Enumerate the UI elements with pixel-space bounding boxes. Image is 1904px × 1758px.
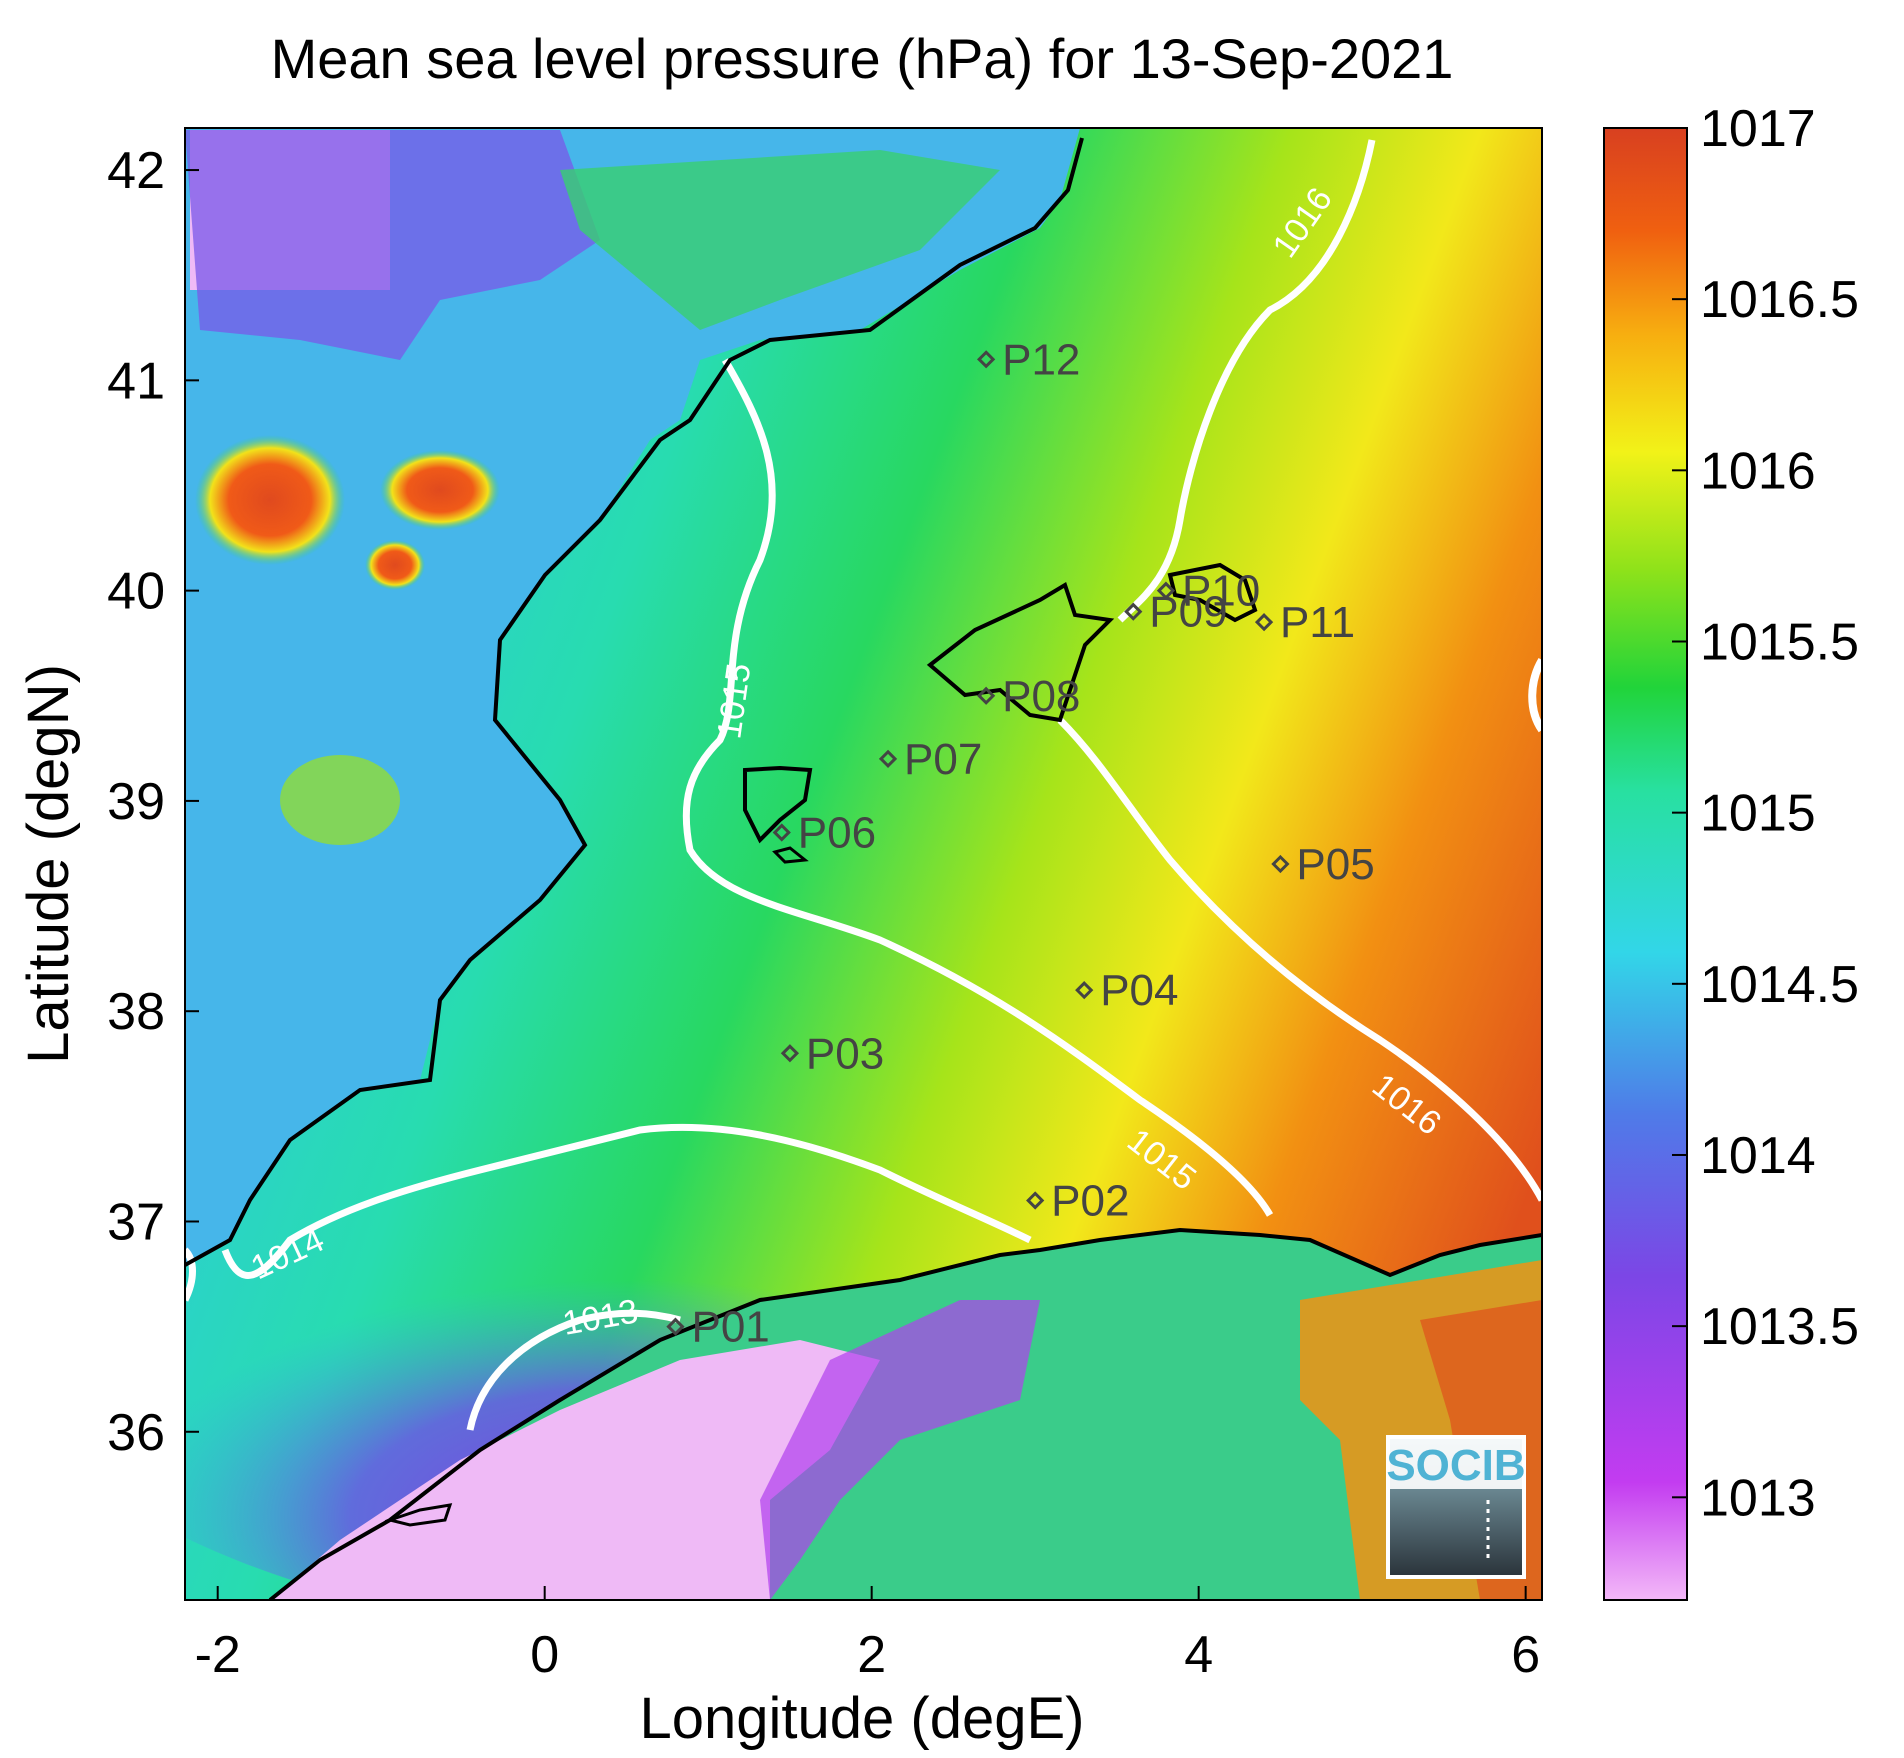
station-marker [976, 686, 996, 705]
iberia-green-patch [560, 150, 1000, 330]
y-axis-title: Latitude (degN) [16, 664, 81, 1064]
coastline-menorca [1167, 562, 1258, 623]
station-marker [878, 749, 898, 768]
high-spot-west [195, 435, 345, 565]
station-marker [1156, 581, 1176, 600]
x-tick-label: 0 [530, 1626, 559, 1684]
station-label: P08 [1002, 672, 1080, 721]
isobar-1016 [1117, 139, 1376, 623]
y-tick-label: 42 [107, 142, 165, 200]
africa-pink-low [270, 1340, 880, 1600]
station-marker [1124, 602, 1143, 621]
y-tick-label: 39 [107, 773, 165, 831]
y-tick-label: 40 [107, 563, 165, 621]
station-marker [976, 350, 996, 369]
colorbar-tick-label: 1016.5 [1700, 271, 1859, 329]
iberia-purple-patch [185, 130, 600, 360]
y-tick-label: 41 [107, 352, 165, 410]
green-blob [280, 755, 400, 845]
station-marker [1026, 1191, 1045, 1210]
y-tick-label: 37 [107, 1193, 165, 1251]
isobar-1014-sw [185, 1247, 196, 1302]
station-label: P07 [904, 735, 982, 784]
y-tick-label: 36 [107, 1404, 165, 1462]
colorbar-tick-label: 1016 [1700, 442, 1816, 500]
isobar-1013 [466, 1309, 681, 1431]
coastline-formentera [772, 846, 809, 864]
isobar-1015-west [682, 358, 1274, 1217]
station-p07: P07 [878, 735, 982, 784]
x-tick-label: -2 [195, 1626, 241, 1684]
colorbar-tick-label: 1015.5 [1700, 613, 1859, 671]
station-marker [666, 1317, 685, 1336]
high-spot-small [365, 540, 425, 590]
station-marker [772, 823, 791, 842]
colorbar-ticks: 1013 1013.5 1014 1014.5 1015 1015.5 1016 1016.5… [1672, 100, 1859, 1527]
isobar-1015-mallorca [1057, 717, 1542, 1202]
station-label: P06 [798, 808, 876, 857]
x-tick-label: 4 [1184, 1626, 1213, 1684]
station-marker [1254, 613, 1274, 632]
station-p12: P12 [976, 335, 1080, 384]
coastline-iberia [185, 137, 1084, 1267]
plot-frame [184, 127, 1543, 1601]
y-tick-label: 38 [107, 983, 165, 1041]
africa-purple [760, 1300, 1040, 1600]
colorbar-tick-label: 1017 [1700, 100, 1816, 158]
isobar-1014 [221, 1123, 1032, 1279]
station-label: P05 [1296, 840, 1374, 889]
station-label: P04 [1100, 966, 1178, 1015]
station-marker [780, 1044, 800, 1063]
colorbar [1603, 127, 1688, 1601]
isobar-1016-east [1528, 657, 1542, 733]
colorbar-tick-label: 1014.5 [1700, 956, 1859, 1014]
station-label: P03 [806, 1029, 884, 1078]
station-label: P02 [1051, 1176, 1129, 1225]
coastline-alboran [384, 1503, 453, 1527]
figure-title: Mean sea level pressure (hPa) for 13-Sep… [271, 27, 1454, 90]
coastline-mallorca [926, 582, 1115, 723]
colorbar-tick-label: 1013 [1700, 1469, 1816, 1527]
socib-logo: SOCIB [1386, 1435, 1526, 1579]
station-p10: P10 [1156, 567, 1260, 616]
station-marker [1271, 854, 1290, 874]
x-axis-ticks: -2 0 2 4 6 [195, 1586, 1540, 1684]
station-p06: P06 [772, 808, 876, 857]
high-spot-mid [380, 450, 500, 530]
x-tick-label: 6 [1511, 1626, 1540, 1684]
station-marker [1075, 981, 1094, 1000]
iberia-land [185, 128, 1080, 1265]
station-label: P10 [1182, 567, 1260, 616]
station-p08: P08 [976, 672, 1080, 721]
x-axis-title: Longitude (degE) [640, 1686, 1085, 1751]
station-p01: P01 [666, 1303, 770, 1352]
x-tick-label: 2 [857, 1626, 886, 1684]
station-p04: P04 [1075, 966, 1179, 1015]
station-p03: P03 [780, 1029, 884, 1078]
coastline-africa [268, 1227, 1542, 1600]
station-label: P12 [1002, 335, 1080, 384]
colorbar-tick-label: 1015 [1700, 785, 1816, 843]
coastline-ibiza [743, 765, 813, 844]
station-label: P11 [1280, 598, 1355, 647]
y-axis-ticks: 36 37 38 39 40 41 42 [107, 142, 199, 1462]
station-p05: P05 [1271, 840, 1375, 889]
colorbar-tick-label: 1013.5 [1700, 1298, 1859, 1356]
station-label: P01 [691, 1303, 769, 1352]
station-p11: P11 [1254, 598, 1355, 647]
station-p02: P02 [1026, 1176, 1129, 1225]
colorbar-tick-label: 1014 [1700, 1127, 1816, 1185]
logo-text: SOCIB [1386, 1441, 1525, 1490]
